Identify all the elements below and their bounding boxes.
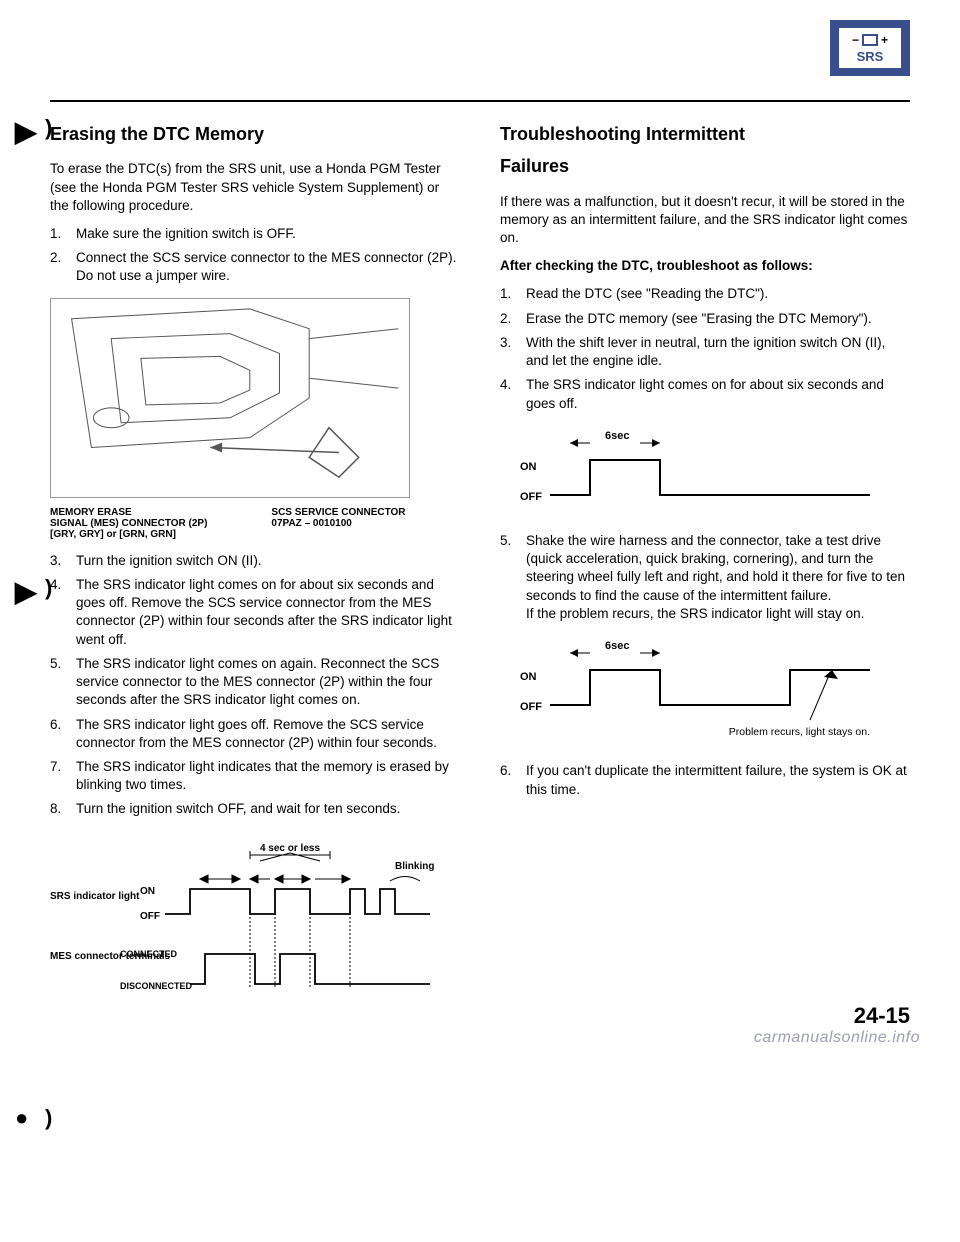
side-mark-1: ▶ — [15, 115, 37, 148]
step-5: The SRS indicator light comes on again. … — [50, 655, 460, 710]
left-steps-2: Turn the ignition switch ON (II). The SR… — [50, 552, 460, 819]
left-title: Erasing the DTC Memory — [50, 122, 460, 146]
after-checking: After checking the DTC, troubleshoot as … — [500, 257, 910, 275]
right-step-6-wrap: If you can't duplicate the intermittent … — [500, 762, 910, 798]
r-step-2: Erase the DTC memory (see "Erasing the D… — [500, 310, 910, 328]
chart-1: 6sec ON OFF — [500, 425, 910, 520]
step-3: Turn the ignition switch ON (II). — [50, 552, 460, 570]
right-steps: Read the DTC (see "Reading the DTC"). Er… — [500, 285, 910, 412]
figure-connector: MEMORY ERASE SIGNAL (MES) CONNECTOR (2P)… — [50, 298, 460, 540]
side-paren-3: ) — [45, 1105, 52, 1131]
step-1: Make sure the ignition switch is OFF. — [50, 225, 460, 243]
page-number: 24-15 — [854, 1003, 910, 1029]
r-step-4: The SRS indicator light comes on for abo… — [500, 376, 910, 412]
watermark: carmanualsonline.info — [754, 1029, 920, 1047]
r-step-1: Read the DTC (see "Reading the DTC"). — [500, 285, 910, 303]
c1-off: OFF — [520, 491, 542, 503]
step-8: Turn the ignition switch OFF, and wait f… — [50, 800, 460, 818]
plus-symbol: + — [881, 33, 888, 47]
on-label-1: ON — [140, 886, 155, 897]
left-column: Erasing the DTC Memory To erase the DTC(… — [50, 122, 460, 1009]
chart-2: 6sec ON OFF Problem recurs, light stays … — [500, 635, 910, 750]
fig1-caption-right: SCS SERVICE CONNECTOR 07PAZ – 0010100 — [271, 507, 460, 540]
battery-icon — [862, 34, 878, 46]
srs-logo: − + SRS — [830, 20, 910, 76]
left-steps-1: Make sure the ignition switch is OFF. Co… — [50, 225, 460, 286]
right-step-5-wrap: Shake the wire harness and the connector… — [500, 532, 910, 623]
right-intro: If there was a malfunction, but it doesn… — [500, 193, 910, 248]
side-paren-1: ) — [45, 115, 52, 141]
c2-6sec: 6sec — [605, 640, 629, 652]
blinking-label: Blinking — [395, 861, 434, 872]
r-step-3: With the shift lever in neutral, turn th… — [500, 334, 910, 370]
fig1-caption-left: MEMORY ERASE SIGNAL (MES) CONNECTOR (2P)… — [50, 507, 263, 540]
srs-logo-text: SRS — [857, 49, 884, 64]
r-step-6: If you can't duplicate the intermittent … — [500, 762, 910, 798]
off-label-1: OFF — [140, 911, 160, 922]
c1-6sec: 6sec — [605, 430, 629, 442]
top-rule — [50, 100, 910, 102]
connected-label: CONNECTED — [120, 949, 178, 959]
side-mark-2: ▶ — [15, 575, 37, 608]
c2-off: OFF — [520, 701, 542, 713]
disconnected-label: DISCONNECTED — [120, 981, 193, 991]
right-title-2: Failures — [500, 154, 910, 178]
step-4: The SRS indicator light comes on for abo… — [50, 576, 460, 649]
right-column: Troubleshooting Intermittent Failures If… — [500, 122, 910, 1009]
c2-on: ON — [520, 671, 537, 683]
c2-recurs: Problem recurs, light stays on. — [729, 726, 870, 738]
connector-illustration — [50, 298, 410, 498]
timing-diagram: 4 sec or less Blinking SRS indicator lig… — [50, 839, 460, 1009]
c1-on: ON — [520, 461, 537, 473]
r-step-5: Shake the wire harness and the connector… — [500, 532, 910, 623]
four-sec-label: 4 sec or less — [260, 843, 320, 854]
minus-symbol: − — [852, 33, 859, 47]
srs-ind-label: SRS indicator light — [50, 891, 140, 902]
side-mark-3: ● — [15, 1105, 28, 1131]
step-6: The SRS indicator light goes off. Remove… — [50, 716, 460, 752]
right-title-1: Troubleshooting Intermittent — [500, 122, 910, 146]
step-7: The SRS indicator light indicates that t… — [50, 758, 460, 794]
left-intro: To erase the DTC(s) from the SRS unit, u… — [50, 160, 460, 215]
step-2: Connect the SCS service connector to the… — [50, 249, 460, 285]
